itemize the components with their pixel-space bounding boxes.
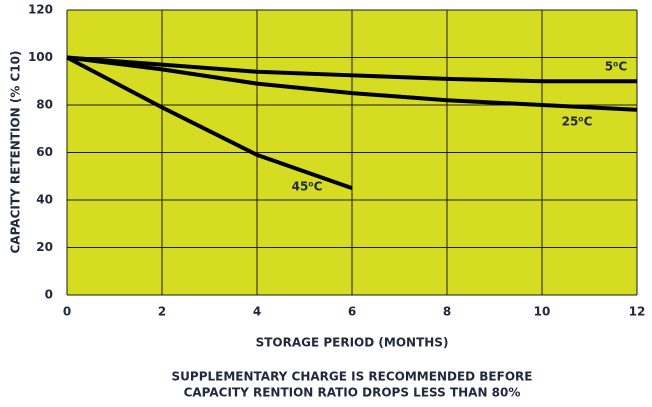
y-tick-label: 40 [36, 193, 53, 207]
x-tick-label: 10 [534, 305, 551, 319]
x-tick-label: 4 [253, 305, 261, 319]
series-line [66, 55, 638, 112]
y-tick-label: 80 [36, 98, 53, 112]
x-tick-label: 0 [63, 305, 71, 319]
y-tick-label: 60 [36, 145, 53, 159]
y-tick-label: 20 [36, 240, 53, 254]
series-line [66, 55, 637, 84]
x-axis-title: STORAGE PERIOD (MONTHS) [256, 336, 449, 350]
note-line: SUPPLEMENTARY CHARGE IS RECOMMENDED BEFO… [172, 370, 533, 384]
y-axis-title: CAPACITY RETENTION (% C10) [9, 50, 23, 253]
x-tick-label: 8 [443, 305, 451, 319]
note-line: CAPACITY RENTION RATIO DROPS LESS THAN 8… [184, 386, 521, 400]
series-line [66, 55, 353, 191]
series-label: 45⁰C [292, 180, 323, 194]
y-tick-label: 120 [28, 3, 53, 17]
y-tick-label: 0 [45, 288, 53, 302]
y-tick-label: 100 [28, 50, 53, 64]
series-label: 5⁰C [605, 60, 628, 74]
x-tick-label: 2 [158, 305, 166, 319]
x-tick-label: 6 [348, 305, 356, 319]
x-tick-label: 12 [629, 305, 646, 319]
series-label: 25⁰C [562, 115, 593, 129]
